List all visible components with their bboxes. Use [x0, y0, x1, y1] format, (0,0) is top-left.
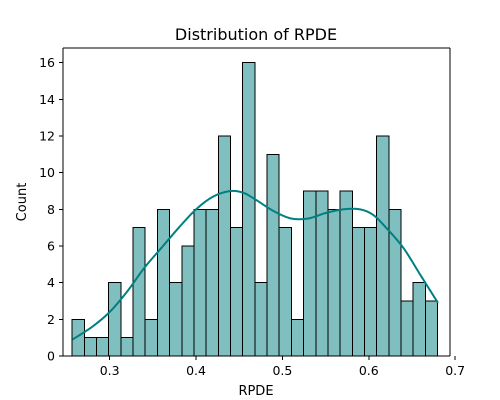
histogram-bar	[205, 208, 219, 357]
bars-group	[71, 62, 439, 357]
histogram-bar	[412, 282, 426, 357]
histogram-bar	[169, 282, 183, 357]
x-tick-label: 0.7	[445, 363, 465, 378]
histogram-bar	[181, 245, 195, 357]
histogram-bar	[144, 318, 158, 357]
y-tick-label: 6	[47, 239, 55, 254]
x-axis-label: RPDE	[238, 384, 273, 399]
histogram-bar	[327, 208, 341, 357]
x-tick-label: 0.6	[359, 363, 379, 378]
histogram-bar	[156, 208, 171, 357]
histogram-bar	[363, 227, 378, 357]
y-tick-label: 14	[39, 92, 55, 107]
histogram-bar	[424, 300, 439, 357]
y-tick-label: 0	[47, 349, 55, 364]
histogram-bar	[278, 227, 292, 357]
histogram-bar	[376, 135, 390, 357]
y-tick-label: 12	[39, 129, 55, 144]
y-tick-label: 16	[39, 55, 55, 70]
histogram-bar	[83, 337, 98, 357]
histogram-bar	[120, 337, 134, 357]
x-tick-label: 0.5	[272, 363, 292, 378]
histogram-bar	[290, 318, 305, 357]
y-tick-label: 10	[39, 165, 55, 180]
histogram-bar	[400, 300, 414, 357]
x-tick-label: 0.4	[186, 363, 206, 378]
histogram-bar	[96, 337, 110, 357]
y-tick-label: 2	[47, 312, 55, 327]
histogram-bar	[242, 62, 256, 357]
histogram-bar	[132, 227, 146, 357]
histogram-bar	[230, 227, 244, 357]
y-tick-label: 8	[47, 202, 55, 217]
histogram-bar	[303, 190, 317, 357]
x-tick-label: 0.3	[100, 363, 120, 378]
histogram-bar	[193, 208, 207, 357]
kde-curve	[71, 189, 439, 341]
histogram-bar	[217, 135, 232, 357]
histogram-bar	[254, 282, 268, 357]
y-tick-label: 4	[47, 275, 55, 290]
kde-group	[71, 189, 439, 341]
ticks-group: 0.3 0.4 0.5 0.6 0.7 0 2 4 6 8 10 12 14 16	[39, 55, 465, 378]
chart-title: Distribution of RPDE	[175, 25, 337, 44]
y-axis-label: Count	[15, 183, 30, 222]
histogram-bar	[108, 282, 122, 357]
histogram-bar	[339, 190, 353, 357]
histogram-bar	[351, 227, 365, 357]
histogram-bar	[266, 153, 280, 357]
